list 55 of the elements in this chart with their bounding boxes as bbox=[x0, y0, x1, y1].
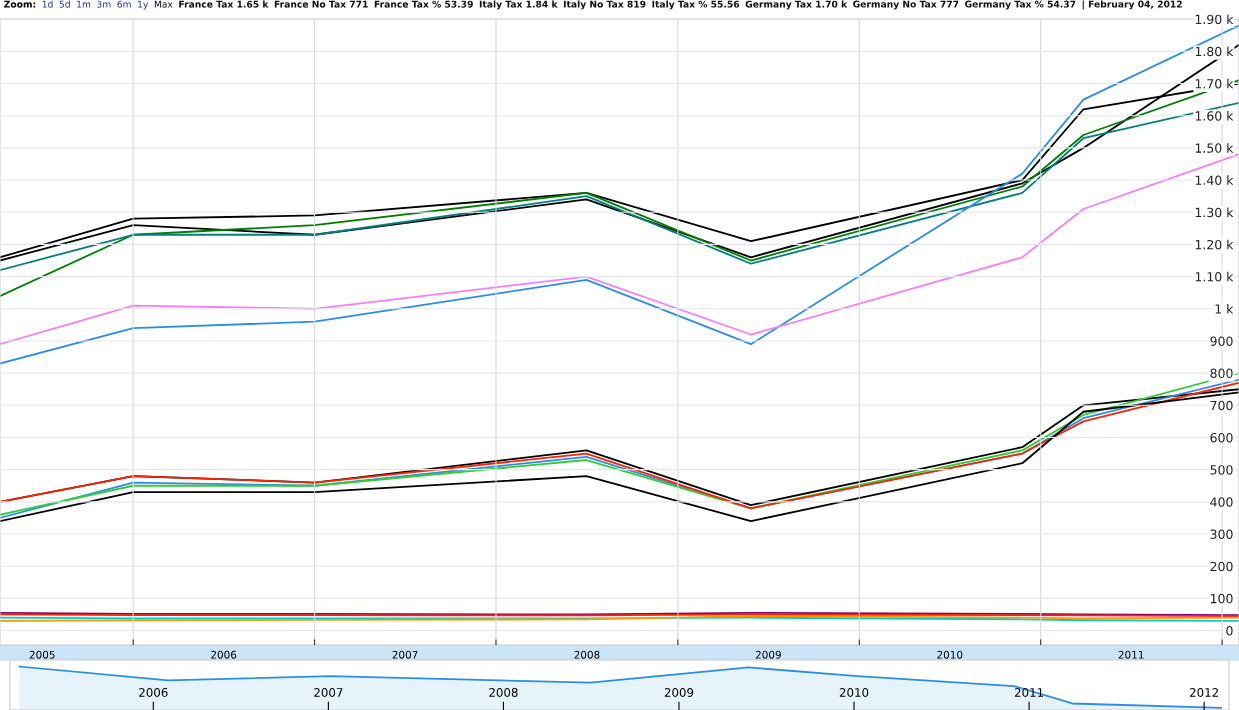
x-tick-label: 2010 bbox=[839, 687, 869, 697]
y-tick-label: 1 k bbox=[1215, 304, 1234, 314]
y-tick-label: 1.30 k bbox=[1195, 207, 1234, 218]
text: Italy No Tax 819 bbox=[563, 0, 646, 10]
text: Italy Tax % 55.56 bbox=[652, 0, 740, 10]
y-tick-label: 1.10 k bbox=[1195, 271, 1234, 282]
x-tick-label: 2005 bbox=[29, 650, 55, 659]
x-tick-label: 2006 bbox=[139, 687, 168, 697]
line-series bbox=[0, 44, 1239, 262]
text: Italy Tax 1.84 k bbox=[479, 0, 558, 10]
x-tick-label: 2009 bbox=[755, 650, 781, 659]
text: Zoom: bbox=[4, 0, 36, 8]
x-tick-label: 2010 bbox=[937, 650, 963, 659]
x-tick-label: 2009 bbox=[664, 687, 694, 697]
text: France No Tax 771 bbox=[274, 0, 368, 8]
y-tick-label: 700 bbox=[1210, 400, 1233, 411]
text: Germany No Tax 777 bbox=[853, 0, 959, 10]
y-tick-label: 1.50 k bbox=[1195, 143, 1234, 153]
y-tick-label: 1.20 k bbox=[1195, 239, 1234, 250]
line-series bbox=[0, 24, 1239, 365]
text: 3m bbox=[97, 0, 111, 8]
y-tick-label: 1.80 k bbox=[1195, 46, 1234, 57]
x-tick-label: 2012 bbox=[1189, 687, 1218, 697]
y-tick-label: 900 bbox=[1210, 336, 1233, 346]
y-tick-label: 200 bbox=[1210, 561, 1233, 572]
y-tick-label: 100 bbox=[1210, 593, 1233, 604]
text: France Tax 1.65 k bbox=[179, 0, 269, 8]
y-tick-label: 600 bbox=[1210, 432, 1233, 443]
x-tick-label: 2007 bbox=[392, 650, 418, 659]
y-tick-label: 400 bbox=[1210, 497, 1233, 507]
text: 1y bbox=[138, 0, 149, 10]
x-tick-label: 2006 bbox=[211, 650, 237, 659]
y-tick-label: 300 bbox=[1210, 529, 1233, 539]
text: 5d bbox=[59, 0, 70, 8]
text: | February 04, 2012 bbox=[1082, 0, 1182, 10]
x-tick-label: 2007 bbox=[314, 687, 343, 697]
line-series bbox=[0, 153, 1239, 346]
y-tick-label: 500 bbox=[1210, 465, 1233, 475]
x-tick-label: 2008 bbox=[489, 687, 518, 697]
line-series bbox=[0, 101, 1239, 272]
x-tick-label: 2011 bbox=[1118, 650, 1144, 659]
y-tick-label: 1.40 k bbox=[1195, 175, 1234, 185]
text: Max bbox=[154, 0, 173, 8]
text: 6m bbox=[117, 0, 131, 8]
y-tick-label: 0 bbox=[1226, 626, 1233, 636]
y-tick-label: 1.60 k bbox=[1195, 110, 1234, 121]
y-tick-label: 1.90 k bbox=[1195, 14, 1234, 25]
text: 1m bbox=[77, 0, 91, 8]
text: France Tax % 53.39 bbox=[374, 0, 473, 8]
text: Germany Tax % 54.37 bbox=[965, 0, 1076, 10]
y-tick-label: 1.70 k bbox=[1195, 78, 1234, 89]
text: 1d bbox=[42, 0, 53, 8]
text: Germany Tax 1.70 k bbox=[745, 0, 848, 10]
x-tick-label: 2008 bbox=[574, 650, 600, 659]
y-tick-label: 800 bbox=[1210, 368, 1233, 379]
